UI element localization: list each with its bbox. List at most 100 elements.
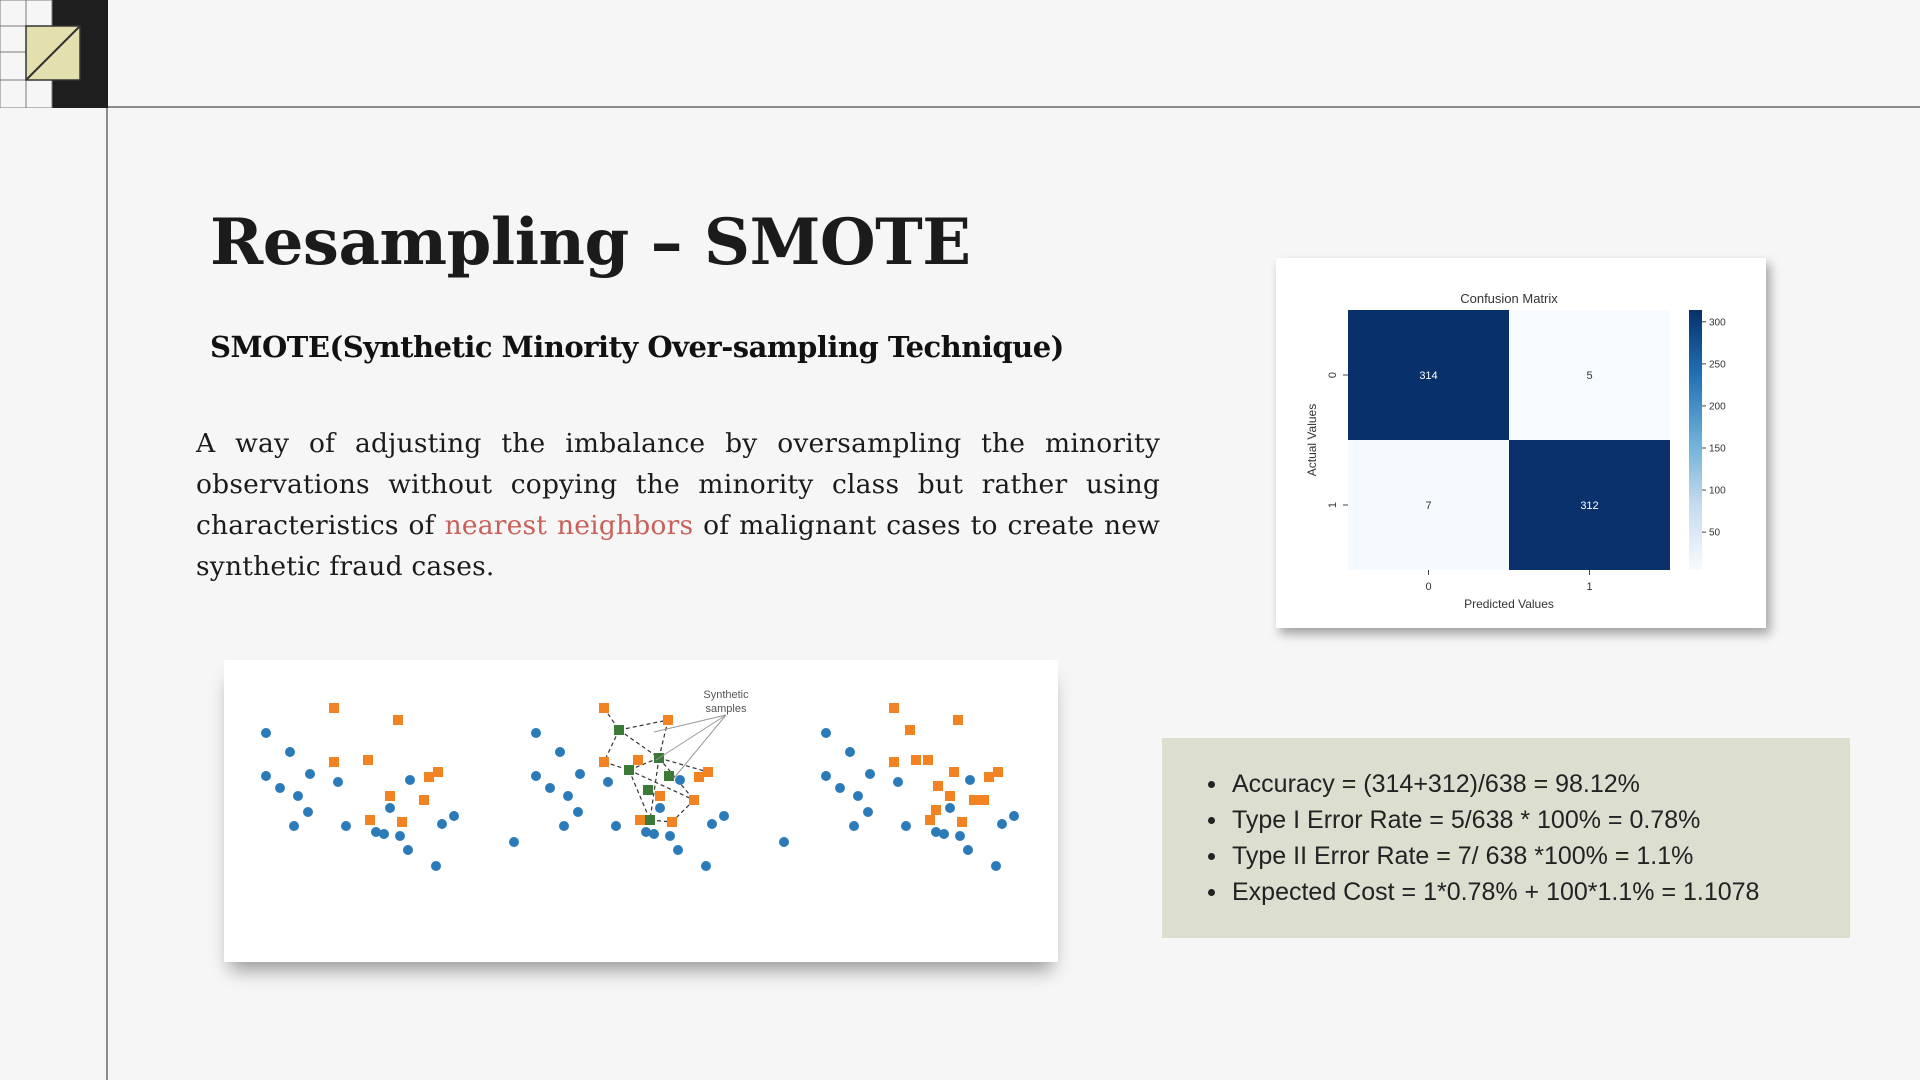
synthetic-sample-marker bbox=[645, 815, 655, 825]
majority-sample-dot bbox=[707, 819, 717, 829]
cell-value-label: 5 bbox=[1586, 370, 1592, 382]
smote-illustration: Synthetic samples bbox=[261, 689, 1019, 871]
colorbar-tick-label: 150 bbox=[1709, 443, 1726, 454]
minority-sample-marker bbox=[667, 817, 677, 827]
minority-sample-marker bbox=[993, 767, 1003, 777]
majority-sample-dot bbox=[303, 807, 313, 817]
majority-sample-dot bbox=[261, 728, 271, 738]
neighbor-line bbox=[658, 757, 709, 773]
minority-sample-marker bbox=[933, 781, 943, 791]
heatmap-cell bbox=[1348, 310, 1509, 440]
colorbar-tick-label: 300 bbox=[1709, 317, 1726, 328]
majority-sample-dot bbox=[641, 827, 651, 837]
majority-sample-dot bbox=[563, 791, 573, 801]
majority-sample-dot bbox=[379, 829, 389, 839]
metric-type1-error: Type I Error Rate = 5/638 * 100% = 0.78% bbox=[1208, 802, 1759, 838]
y-tick-label: 1 bbox=[1327, 502, 1339, 508]
majority-sample-dot bbox=[991, 861, 1001, 871]
metric-accuracy: Accuracy = (314+312)/638 = 98.12% bbox=[1208, 766, 1759, 802]
majority-sample-dot bbox=[849, 821, 859, 831]
majority-sample-dot bbox=[449, 811, 459, 821]
majority-sample-dot bbox=[403, 845, 413, 855]
majority-sample-dot bbox=[285, 747, 295, 757]
minority-sample-marker bbox=[969, 795, 979, 805]
confusion-matrix-chart: Confusion Matrix 314 5 7 312 0 1 Predicted Valu… bbox=[1305, 291, 1726, 611]
majority-sample-dot bbox=[853, 791, 863, 801]
heatmap-cell bbox=[1348, 440, 1509, 570]
majority-sample-dot bbox=[893, 777, 903, 787]
neighbor-line bbox=[671, 799, 695, 823]
majority-sample-dot bbox=[431, 861, 441, 871]
majority-sample-dot bbox=[821, 771, 831, 781]
corner-grid-icon bbox=[0, 0, 108, 108]
minority-sample-marker bbox=[599, 757, 609, 767]
minority-sample-marker bbox=[889, 703, 899, 713]
minority-sample-marker bbox=[984, 772, 994, 782]
majority-sample-dot bbox=[275, 783, 285, 793]
majority-sample-dot bbox=[559, 821, 569, 831]
minority-sample-marker bbox=[329, 757, 339, 767]
minority-sample-marker bbox=[953, 715, 963, 725]
slide-title: Resampling – SMOTE bbox=[210, 205, 971, 280]
colorbar-tick-label: 100 bbox=[1709, 486, 1726, 497]
majority-sample-dot bbox=[603, 777, 613, 787]
minority-sample-marker bbox=[957, 817, 967, 827]
majority-sample-dot bbox=[845, 747, 855, 757]
majority-sample-dot bbox=[901, 821, 911, 831]
majority-sample-dot bbox=[305, 769, 315, 779]
majority-sample-dot bbox=[997, 819, 1007, 829]
minority-sample-marker bbox=[694, 772, 704, 782]
smote-panel-1 bbox=[261, 703, 519, 871]
majority-sample-dot bbox=[545, 783, 555, 793]
annotation-label: Synthetic bbox=[703, 689, 749, 701]
majority-sample-dot bbox=[371, 827, 381, 837]
majority-sample-dot bbox=[863, 807, 873, 817]
sidebar-divider bbox=[106, 0, 108, 1080]
minority-sample-marker bbox=[923, 755, 933, 765]
majority-sample-dot bbox=[673, 845, 683, 855]
minority-sample-marker bbox=[905, 725, 915, 735]
neighbor-line bbox=[649, 757, 660, 821]
minority-sample-marker bbox=[433, 767, 443, 777]
majority-sample-dot bbox=[865, 769, 875, 779]
minority-sample-marker bbox=[633, 755, 643, 765]
majority-sample-dot bbox=[293, 791, 303, 801]
y-axis-label: Actual Values bbox=[1305, 404, 1319, 477]
colorbar bbox=[1689, 310, 1702, 570]
majority-sample-dot bbox=[573, 807, 583, 817]
metrics-panel: Accuracy = (314+312)/638 = 98.12% Type I… bbox=[1162, 738, 1850, 938]
minority-sample-marker bbox=[424, 772, 434, 782]
majority-sample-dot bbox=[939, 829, 949, 839]
x-axis-label: Predicted Values bbox=[1464, 597, 1554, 611]
neighbor-line bbox=[658, 719, 669, 759]
minority-sample-marker bbox=[397, 817, 407, 827]
majority-sample-dot bbox=[531, 771, 541, 781]
neighbor-line bbox=[658, 757, 695, 801]
synthetic-sample-marker bbox=[643, 785, 653, 795]
majority-sample-dot bbox=[437, 819, 447, 829]
metrics-list: Accuracy = (314+312)/638 = 98.12% Type I… bbox=[1208, 766, 1759, 910]
synthetic-sample-marker bbox=[664, 771, 674, 781]
minority-sample-marker bbox=[979, 795, 989, 805]
description-text-start: A way of adjusting the imbalance by over… bbox=[196, 428, 1160, 541]
majority-sample-dot bbox=[509, 837, 519, 847]
minority-sample-marker bbox=[931, 805, 941, 815]
description-paragraph: A way of adjusting the imbalance by over… bbox=[196, 423, 1160, 587]
majority-sample-dot bbox=[963, 845, 973, 855]
majority-sample-dot bbox=[779, 837, 789, 847]
majority-sample-dot bbox=[531, 728, 541, 738]
majority-sample-dot bbox=[655, 803, 665, 813]
annotation-leader-line bbox=[655, 714, 727, 761]
confusion-matrix-card: Confusion Matrix 314 5 7 312 0 1 Predicted Valu… bbox=[1276, 258, 1766, 628]
majority-sample-dot bbox=[395, 831, 405, 841]
majority-sample-dot bbox=[611, 821, 621, 831]
colorbar-tick-label: 50 bbox=[1709, 528, 1721, 539]
majority-sample-dot bbox=[261, 771, 271, 781]
majority-sample-dot bbox=[385, 803, 395, 813]
minority-sample-marker bbox=[663, 715, 673, 725]
majority-sample-dot bbox=[675, 775, 685, 785]
heatmap-cell bbox=[1509, 440, 1670, 570]
highlight-nearest-neighbors: nearest neighbors bbox=[444, 510, 694, 541]
cell-value-label: 7 bbox=[1425, 500, 1431, 512]
minority-sample-marker bbox=[365, 815, 375, 825]
